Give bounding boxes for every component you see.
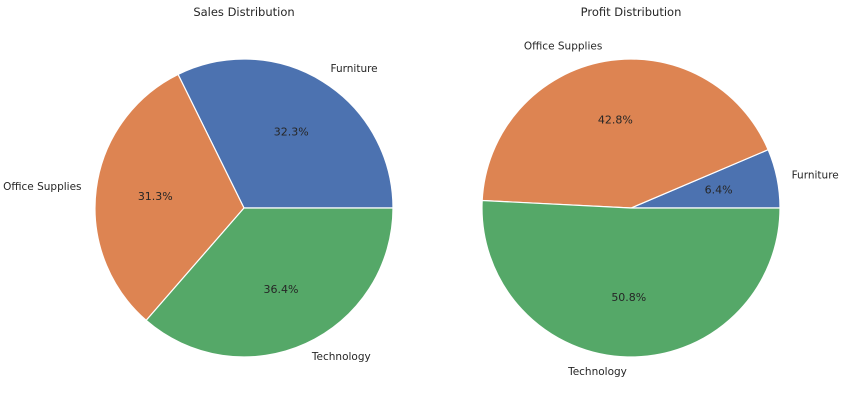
sales-slice-office-supplies <box>94 73 245 321</box>
profit-pie-chart: 6.4% Furniture 42.8% Office Supplies 50.8% Te… <box>481 5 839 378</box>
sales-slice-technology <box>145 207 394 358</box>
profit-pct-label-office-supplies: 42.8% <box>598 114 633 127</box>
profit-category-label-office-supplies: Office Supplies <box>524 41 602 53</box>
profit-slice-technology <box>481 199 781 358</box>
sales-category-label-office-supplies: Office Supplies <box>3 181 81 193</box>
sales-pct-label-technology: 36.4% <box>264 283 299 296</box>
profit-category-label-technology: Technology <box>567 366 627 378</box>
sales-pct-label-office-supplies: 31.3% <box>138 190 173 203</box>
profit-slice-office-supplies <box>481 58 769 209</box>
profit-pct-label-technology: 50.8% <box>611 291 646 304</box>
sales-slice-furniture <box>177 58 394 209</box>
sales-category-label-technology: Technology <box>311 351 371 363</box>
sales-chart-title: Sales Distribution <box>193 5 294 19</box>
sales-category-label-furniture: Furniture <box>331 63 378 75</box>
sales-pct-label-furniture: 32.3% <box>274 126 309 139</box>
profit-chart-title: Profit Distribution <box>581 5 682 19</box>
profit-pct-label-furniture: 6.4% <box>705 184 733 197</box>
profit-category-label-furniture: Furniture <box>792 169 839 181</box>
sales-pie-chart: 32.3% Furniture 31.3% Office Supplies 36.4% T… <box>3 5 394 363</box>
